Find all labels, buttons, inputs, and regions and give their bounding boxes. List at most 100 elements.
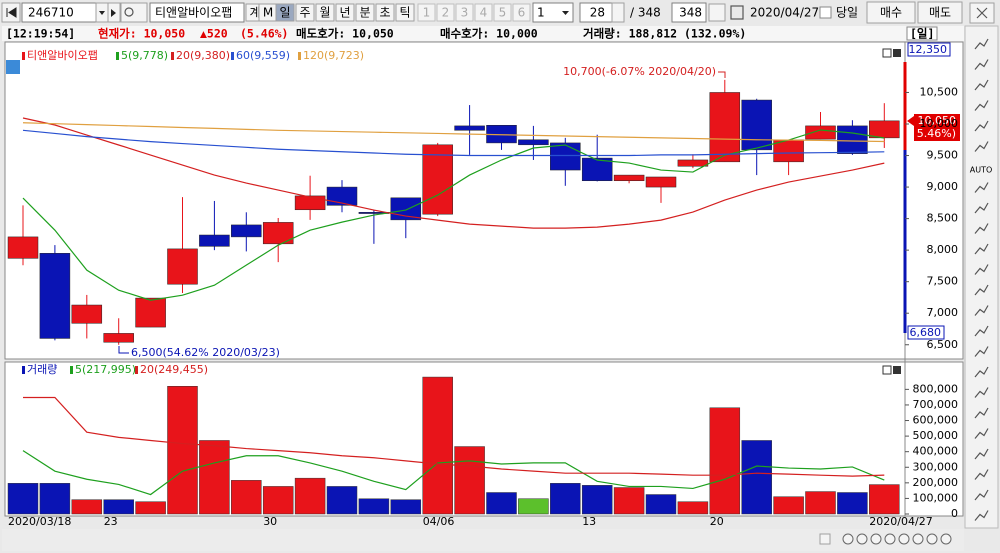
period-button[interactable] <box>355 3 375 22</box>
moving-average-line <box>22 129 885 157</box>
status-bar <box>2 26 964 41</box>
scroll-left[interactable] <box>819 533 831 545</box>
zoom-button[interactable] <box>884 533 896 545</box>
sidebar <box>964 25 999 529</box>
candle-body <box>709 92 741 163</box>
number-button[interactable] <box>474 3 493 22</box>
total: / 348 <box>630 6 661 20</box>
number-label: 5 <box>499 6 507 20</box>
panel-minimize[interactable] <box>882 48 892 58</box>
volume-bar <box>326 486 358 515</box>
number-button[interactable] <box>512 3 531 22</box>
y-tick-label: 400,000 <box>913 445 959 458</box>
panel-icon <box>6 60 20 74</box>
tool-icon <box>974 284 989 296</box>
tool-icon <box>974 202 989 214</box>
name-box <box>149 2 245 23</box>
current-marker-rate: ( 5.46%) <box>909 127 956 140</box>
number-label: 4 <box>480 6 488 20</box>
zoom-button[interactable] <box>898 533 910 545</box>
x-tick-label: 20 <box>710 515 724 528</box>
volume-bar <box>645 494 677 515</box>
legend-swatch <box>298 52 301 60</box>
volume-bar <box>390 499 422 515</box>
number-button[interactable] <box>417 3 436 22</box>
search-icon <box>124 7 134 17</box>
number-button[interactable] <box>436 3 455 22</box>
tool-icon <box>974 243 989 255</box>
current-price: 현재가: 10,050 <box>98 27 185 41</box>
current-marker <box>914 114 960 141</box>
tool-icon <box>974 407 989 419</box>
volume-bar <box>422 376 453 515</box>
dropdown-value: 1 <box>537 6 545 20</box>
sell-button[interactable] <box>917 1 963 24</box>
current-pointer <box>907 116 914 126</box>
time: [12:19:54] <box>6 27 75 41</box>
period-button[interactable] <box>335 3 355 22</box>
y-tick-label: 200,000 <box>913 476 959 489</box>
y-tick-label: 500,000 <box>913 429 959 442</box>
zoom-button[interactable] <box>870 533 882 545</box>
period-button[interactable] <box>315 3 335 22</box>
first-icon <box>6 7 17 18</box>
close-icon <box>976 7 988 19</box>
total-box-value: 348 <box>679 6 702 20</box>
volume-bar <box>71 499 103 515</box>
volume-bar <box>741 440 772 515</box>
volume-status: 거래량: 188,812 (132.09%) <box>583 27 746 41</box>
calendar-button[interactable] <box>708 3 726 22</box>
candle-body <box>422 144 453 215</box>
zoom-button[interactable] <box>926 533 938 545</box>
panel-minimize[interactable] <box>882 365 892 375</box>
legend-entry: 20(249,455) <box>140 363 208 376</box>
number-label: 2 <box>442 6 450 20</box>
buy-button[interactable] <box>866 1 916 24</box>
y-tick-label: 6,500 <box>927 338 959 351</box>
volume-bar <box>167 386 198 515</box>
lower-marker <box>907 325 945 340</box>
panel-close[interactable] <box>893 366 901 374</box>
tool-icon <box>974 469 989 480</box>
candle-body <box>741 99 772 151</box>
min-arrow <box>118 346 129 354</box>
candle-body <box>550 142 581 171</box>
upper-marker-text: 12,350 <box>909 43 948 56</box>
volume-bar <box>294 477 326 515</box>
zoom-button[interactable] <box>842 533 854 545</box>
spinner[interactable] <box>611 2 625 23</box>
period-label: M <box>263 6 273 20</box>
y-tick-label: 300,000 <box>913 460 959 473</box>
tool-icon <box>974 510 989 521</box>
zoom-button[interactable] <box>912 533 924 545</box>
volume-bar <box>837 492 868 515</box>
number-button[interactable] <box>455 3 474 22</box>
auto-label[interactable]: AUTO <box>970 166 993 175</box>
volume-bar <box>262 486 294 515</box>
volume-bar <box>103 499 134 515</box>
candle-body <box>262 222 294 245</box>
period-button[interactable] <box>375 3 395 22</box>
period-button[interactable] <box>275 3 295 22</box>
change: ▲520 <box>200 27 228 41</box>
panel-close[interactable] <box>893 49 901 57</box>
tool-icon <box>974 264 989 275</box>
date: 2020/04/27 <box>750 6 819 20</box>
period-button[interactable] <box>395 3 415 22</box>
today-checkbox[interactable] <box>819 6 832 19</box>
candle-body <box>677 159 709 167</box>
zoom-button[interactable] <box>856 533 868 545</box>
tool-icon <box>974 428 989 439</box>
number-button[interactable] <box>493 3 512 22</box>
y-tick-label: 800,000 <box>913 382 959 395</box>
zoom-button[interactable] <box>940 533 952 545</box>
buy-label: 매수 <box>880 6 902 20</box>
dropdown-icon <box>562 11 569 15</box>
x-tick-label: 23 <box>104 515 118 528</box>
upper-marker <box>907 42 951 57</box>
moving-average-line <box>22 122 885 143</box>
candle-body <box>135 297 166 328</box>
period-button[interactable] <box>295 3 315 22</box>
dropdown-box[interactable] <box>532 2 574 23</box>
max-annotation: 10,700(-6.07% 2020/04/20) <box>563 65 716 78</box>
